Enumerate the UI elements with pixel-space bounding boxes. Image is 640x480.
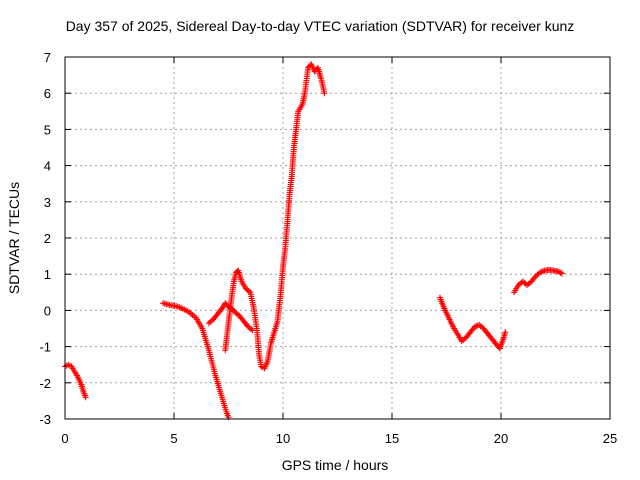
y-tick-label: 4 xyxy=(44,159,51,174)
y-tick-label: 0 xyxy=(44,303,51,318)
y-tick-label: -2 xyxy=(39,376,51,391)
data-point xyxy=(559,270,566,277)
data-point xyxy=(217,306,224,313)
y-tick-label: 6 xyxy=(44,86,51,101)
tick-labels: 0 5 10 15 20 25 -3 -2 -1 0 1 2 3 4 5 6 7 xyxy=(39,50,617,446)
x-tick-label: 0 xyxy=(61,431,68,446)
y-tick-label: 5 xyxy=(44,122,51,137)
x-tick-label: 15 xyxy=(385,431,399,446)
data-point xyxy=(82,394,89,401)
chart-title: Day 357 of 2025, Sidereal Day-to-day VTE… xyxy=(66,18,575,34)
x-tick-label: 10 xyxy=(276,431,290,446)
y-tick-label: 7 xyxy=(44,50,51,65)
y-tick-label: 3 xyxy=(44,195,51,210)
y-axis-label: SDTVAR / TECUs xyxy=(6,182,22,294)
x-tick-label: 5 xyxy=(170,431,177,446)
y-tick-label: 1 xyxy=(44,267,51,282)
x-tick-label: 25 xyxy=(603,431,617,446)
data-points xyxy=(62,61,566,421)
plot-frame xyxy=(64,56,611,420)
grid-lines xyxy=(65,57,610,419)
x-tick-label: 20 xyxy=(494,431,508,446)
data-point xyxy=(502,329,509,336)
data-point xyxy=(321,90,328,97)
y-tick-label: 2 xyxy=(44,231,51,246)
y-tick-label: -3 xyxy=(39,412,51,427)
x-axis-label: GPS time / hours xyxy=(282,457,389,473)
y-tick-label: -1 xyxy=(39,340,51,355)
